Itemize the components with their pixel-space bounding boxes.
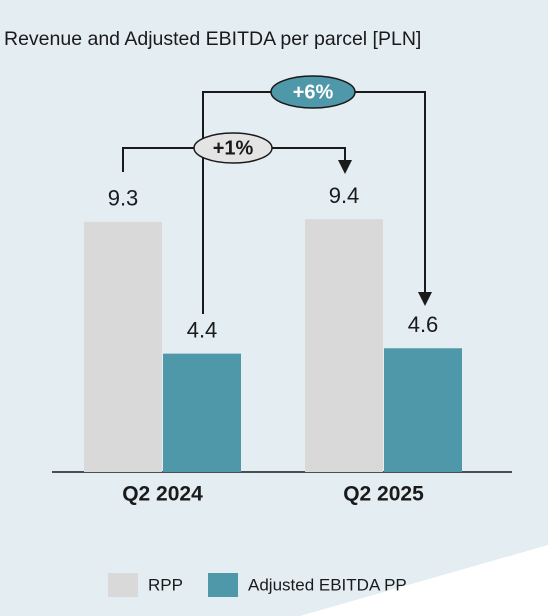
legend-label: Adjusted EBITDA PP <box>248 575 407 594</box>
legend-label: RPP <box>148 575 183 594</box>
bar <box>163 353 241 472</box>
data-label: 9.3 <box>108 186 139 211</box>
data-label: 9.4 <box>329 183 360 208</box>
x-tick-label: Q2 2024 <box>122 483 203 506</box>
bar <box>84 221 162 472</box>
bar <box>305 219 383 472</box>
data-label: 4.4 <box>187 317 218 342</box>
annotation: +1% <box>213 137 254 159</box>
annotation-badge <box>193 132 273 164</box>
x-tick-label: Q2 2025 <box>343 483 424 506</box>
arrow-head <box>338 160 352 174</box>
legend-swatch <box>208 573 238 597</box>
background-corner <box>300 545 548 616</box>
data-label: 4.6 <box>408 312 439 337</box>
annotation: +6% <box>293 81 334 103</box>
annotation-badge <box>270 75 356 109</box>
chart-title: Revenue and Adjusted EBITDA per parcel [… <box>4 28 421 50</box>
arrow-head <box>418 292 432 306</box>
legend-swatch <box>108 573 138 597</box>
bar <box>384 348 462 472</box>
